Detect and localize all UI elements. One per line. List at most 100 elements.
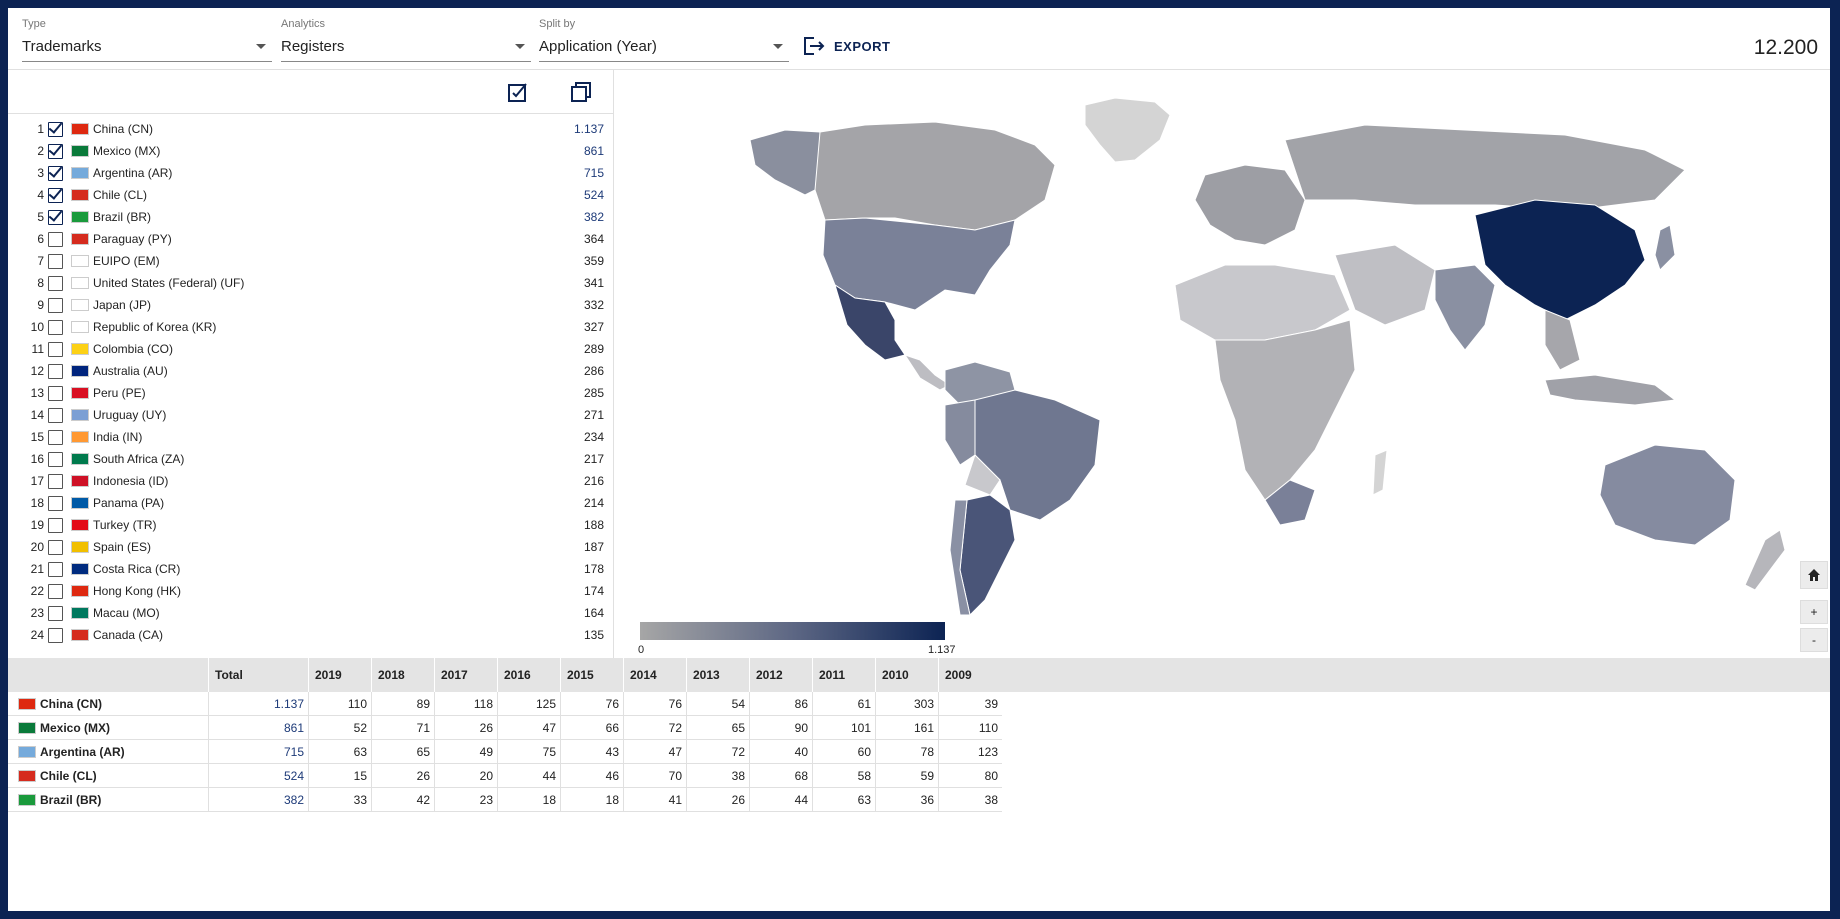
flag-icon	[71, 145, 89, 157]
map-region-central-africa	[1215, 320, 1355, 500]
table-cell: 123	[938, 740, 1002, 764]
copy-icon[interactable]	[569, 80, 593, 104]
country-rank: 6	[8, 232, 44, 246]
country-checkbox[interactable]	[48, 210, 63, 225]
country-rank: 1	[8, 122, 44, 136]
country-checkbox[interactable]	[48, 298, 63, 313]
country-rank: 2	[8, 144, 44, 158]
country-list-item[interactable]: 10Republic of Korea (KR)327	[8, 316, 614, 338]
map-region-central-america	[905, 355, 950, 390]
country-checkbox[interactable]	[48, 232, 63, 247]
country-checkbox[interactable]	[48, 474, 63, 489]
country-checkbox[interactable]	[48, 452, 63, 467]
country-checkbox[interactable]	[48, 496, 63, 511]
checklist-icon[interactable]	[506, 80, 530, 104]
country-value: 524	[584, 188, 604, 202]
flag-icon	[18, 770, 36, 782]
country-list-item[interactable]: 22Hong Kong (HK)174	[8, 580, 614, 602]
country-list-item[interactable]: 13Peru (PE)285	[8, 382, 614, 404]
country-list-item[interactable]: 11Colombia (CO)289	[8, 338, 614, 360]
country-value: 216	[584, 474, 604, 488]
country-checkbox[interactable]	[48, 254, 63, 269]
country-list-item[interactable]: 12Australia (AU)286	[8, 360, 614, 382]
table-cell: 75	[497, 740, 560, 764]
column-header[interactable]: 2016	[497, 658, 560, 692]
country-rank: 20	[8, 540, 44, 554]
type-select[interactable]: Type Trademarks	[22, 18, 272, 62]
map-legend-gradient	[640, 622, 945, 640]
country-checkbox[interactable]	[48, 628, 63, 643]
map-region-madagascar	[1373, 450, 1387, 495]
country-checkbox[interactable]	[48, 364, 63, 379]
country-checkbox[interactable]	[48, 584, 63, 599]
export-button[interactable]: EXPORT	[802, 34, 890, 58]
country-name: Brazil (BR)	[93, 210, 151, 224]
column-header[interactable]: Total	[208, 658, 308, 692]
country-list-item[interactable]: 15India (IN)234	[8, 426, 614, 448]
country-checkbox[interactable]	[48, 188, 63, 203]
country-list-item[interactable]: 5Brazil (BR)382	[8, 206, 614, 228]
row-country-name: Chile (CL)	[40, 769, 97, 783]
country-list-item[interactable]: 24Canada (CA)135	[8, 624, 614, 646]
country-list-item[interactable]: 6Paraguay (PY)364	[8, 228, 614, 250]
flag-icon	[71, 453, 89, 465]
column-header[interactable]: 2018	[371, 658, 434, 692]
table-header: Total20192018201720162015201420132012201…	[8, 658, 1830, 692]
flag-icon	[71, 431, 89, 443]
country-list-item[interactable]: 4Chile (CL)524	[8, 184, 614, 206]
map-home-button[interactable]	[1800, 561, 1828, 589]
country-list-item[interactable]: 17Indonesia (ID)216	[8, 470, 614, 492]
map-region-china	[1475, 200, 1645, 320]
country-list-item[interactable]: 3Argentina (AR)715	[8, 162, 614, 184]
country-list-item[interactable]: 14Uruguay (UY)271	[8, 404, 614, 426]
country-list-item[interactable]: 7EUIPO (EM)359	[8, 250, 614, 272]
country-list-item[interactable]: 1China (CN)1.137	[8, 118, 614, 140]
country-list-item[interactable]: 9Japan (JP)332	[8, 294, 614, 316]
country-checkbox[interactable]	[48, 320, 63, 335]
country-list-item[interactable]: 23Macau (MO)164	[8, 602, 614, 624]
analytics-select[interactable]: Analytics Registers	[281, 18, 531, 62]
table-cell: 41	[623, 788, 686, 812]
country-checkbox[interactable]	[48, 562, 63, 577]
country-list-item[interactable]: 21Costa Rica (CR)178	[8, 558, 614, 580]
country-checkbox[interactable]	[48, 276, 63, 291]
country-list-item[interactable]: 8United States (Federal) (UF)341	[8, 272, 614, 294]
map-region-argentina	[960, 495, 1015, 615]
column-header[interactable]: 2015	[560, 658, 623, 692]
country-checkbox[interactable]	[48, 518, 63, 533]
country-checkbox[interactable]	[48, 144, 63, 159]
country-checkbox[interactable]	[48, 540, 63, 555]
table-row: Mexico (MX)8615271264766726590101161110	[8, 716, 1002, 740]
country-list-item[interactable]: 19Turkey (TR)188	[8, 514, 614, 536]
country-list-item[interactable]: 16South Africa (ZA)217	[8, 448, 614, 470]
table-row: Brazil (BR)3823342231818412644633638	[8, 788, 1002, 812]
country-rank: 16	[8, 452, 44, 466]
country-rank: 17	[8, 474, 44, 488]
country-checkbox[interactable]	[48, 408, 63, 423]
column-header[interactable]: 2009	[938, 658, 1002, 692]
country-list-item[interactable]: 20Spain (ES)187	[8, 536, 614, 558]
flag-icon	[18, 746, 36, 758]
row-country: China (CN)	[8, 692, 208, 716]
column-header[interactable]: 2014	[623, 658, 686, 692]
export-icon	[802, 36, 826, 56]
country-list-item[interactable]: 2Mexico (MX)861	[8, 140, 614, 162]
column-header[interactable]: 2012	[749, 658, 812, 692]
column-header[interactable]: 2011	[812, 658, 875, 692]
country-checkbox[interactable]	[48, 166, 63, 181]
country-list-item[interactable]: 18Panama (PA)214	[8, 492, 614, 514]
country-checkbox[interactable]	[48, 122, 63, 137]
column-header[interactable]: 2017	[434, 658, 497, 692]
country-checkbox[interactable]	[48, 606, 63, 621]
country-checkbox[interactable]	[48, 386, 63, 401]
zoom-out-button[interactable]: -	[1800, 628, 1828, 652]
country-checkbox[interactable]	[48, 430, 63, 445]
zoom-in-button[interactable]: +	[1800, 600, 1828, 624]
column-header[interactable]: 2013	[686, 658, 749, 692]
split-by-select[interactable]: Split by Application (Year)	[539, 18, 789, 62]
column-header[interactable]: 2019	[308, 658, 371, 692]
country-checkbox[interactable]	[48, 342, 63, 357]
world-map[interactable]	[615, 70, 1830, 658]
table-cell: 70	[623, 764, 686, 788]
column-header[interactable]: 2010	[875, 658, 938, 692]
